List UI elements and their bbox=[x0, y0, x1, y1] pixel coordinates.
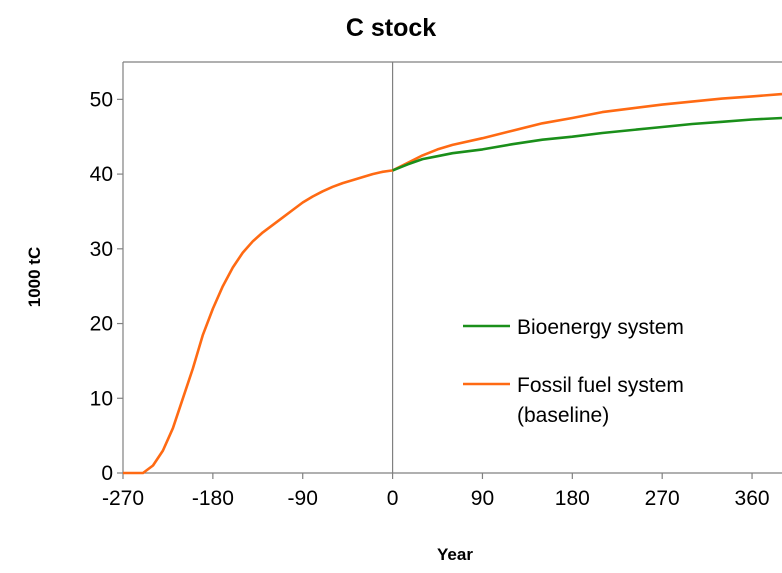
bioenergy-series-line bbox=[392, 116, 782, 172]
x-tick-label: -180 bbox=[192, 487, 234, 510]
y-tick-label: 40 bbox=[90, 163, 113, 186]
x-tick-label: 180 bbox=[555, 487, 590, 510]
x-tick-label: 0 bbox=[387, 487, 399, 510]
x-tick-label: -90 bbox=[288, 487, 318, 510]
x-tick-label: 270 bbox=[645, 487, 680, 510]
y-tick-label: 30 bbox=[90, 238, 113, 261]
legend-item-fossil-fuel-label: (baseline) bbox=[517, 404, 609, 427]
x-tick-label: 360 bbox=[735, 487, 770, 510]
chart-title: C stock bbox=[346, 14, 436, 42]
y-tick-label: 10 bbox=[90, 387, 113, 410]
fossil-fuel-series-line bbox=[123, 92, 782, 475]
plot-area: 0 10 20 30 40 50 -270 -180 -90 0 90 180 270 360 bbox=[90, 61, 782, 510]
x-tick-label: 90 bbox=[471, 487, 494, 510]
y-tick-label: 0 bbox=[101, 462, 113, 485]
y-tick-label: 20 bbox=[90, 313, 113, 336]
y-tick-label: 50 bbox=[90, 88, 113, 111]
y-axis-label: 1000 tC bbox=[25, 247, 44, 307]
legend-item-bioenergy-label: Bioenergy system bbox=[517, 316, 684, 339]
legend-item-fossil-fuel-label: Fossil fuel system bbox=[517, 374, 684, 397]
x-axis-label: Year bbox=[437, 545, 473, 564]
legend: Bioenergy system Fossil fuel system (basel… bbox=[463, 316, 684, 427]
x-tick-label: -270 bbox=[102, 487, 144, 510]
